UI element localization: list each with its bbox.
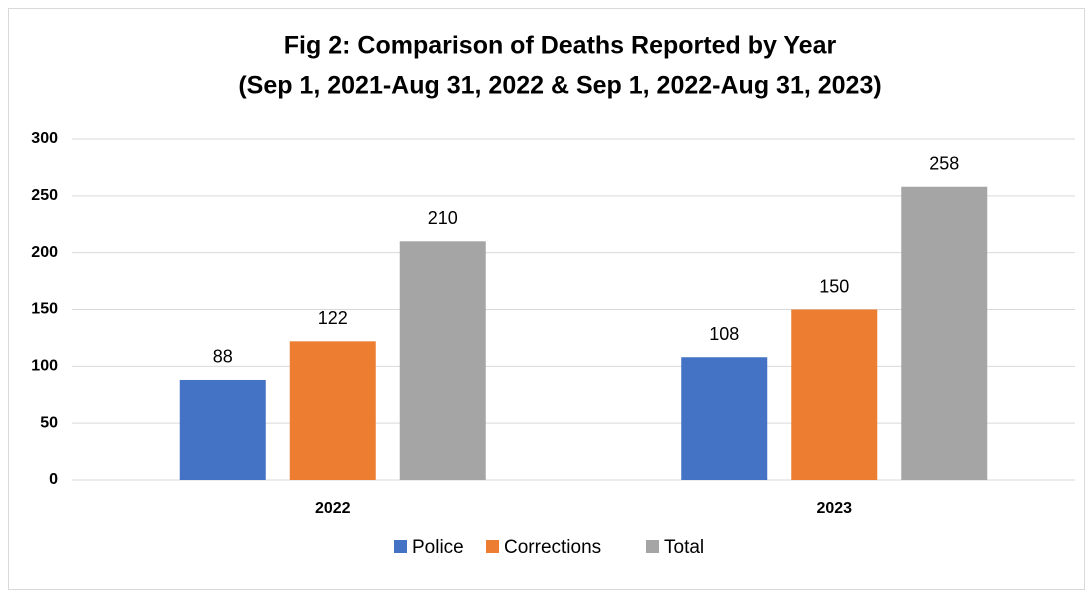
legend-swatch <box>486 540 499 553</box>
data-label: 88 <box>213 347 233 367</box>
legend-label: Total <box>664 537 704 558</box>
y-tick-label: 300 <box>31 130 58 147</box>
data-label: 108 <box>709 324 739 344</box>
bar <box>791 309 878 480</box>
legend-swatch <box>394 540 407 553</box>
data-label: 150 <box>819 276 849 296</box>
bar <box>289 341 376 480</box>
data-label: 258 <box>929 153 959 173</box>
y-tick-label: 50 <box>40 414 58 431</box>
legend-swatch <box>646 540 659 553</box>
y-tick-label: 100 <box>31 358 58 375</box>
bar <box>681 357 768 480</box>
y-tick-label: 250 <box>31 187 58 204</box>
chart-title: Fig 2: Comparison of Deaths Reported by … <box>284 32 837 60</box>
data-label: 122 <box>318 308 348 328</box>
data-label: 210 <box>428 208 458 228</box>
x-tick-label: 2023 <box>816 500 852 517</box>
y-tick-label: 200 <box>31 244 58 261</box>
legend-label: Police <box>412 537 464 558</box>
y-tick-label: 0 <box>49 471 58 488</box>
legend-label: Corrections <box>504 537 601 558</box>
bar <box>179 379 266 480</box>
bar <box>901 186 988 481</box>
chart-subtitle: (Sep 1, 2021-Aug 31, 2022 & Sep 1, 2022-… <box>238 72 881 100</box>
y-tick-label: 150 <box>31 301 58 318</box>
x-tick-label: 2022 <box>315 500 351 517</box>
bar <box>399 241 486 480</box>
